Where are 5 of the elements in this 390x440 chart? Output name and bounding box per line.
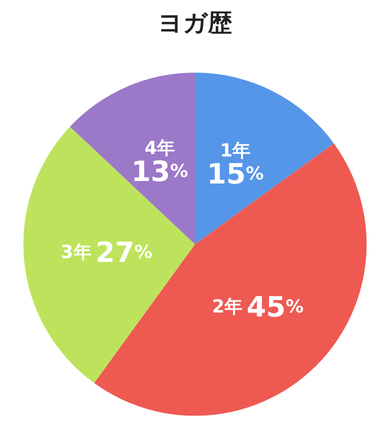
slice-label: 3年 xyxy=(60,242,92,264)
chart-title: ヨガ歴 xyxy=(158,9,232,37)
data-label: 27% xyxy=(95,236,152,270)
slice-label: 2年 xyxy=(212,296,242,318)
data-label: 45% xyxy=(246,290,304,324)
